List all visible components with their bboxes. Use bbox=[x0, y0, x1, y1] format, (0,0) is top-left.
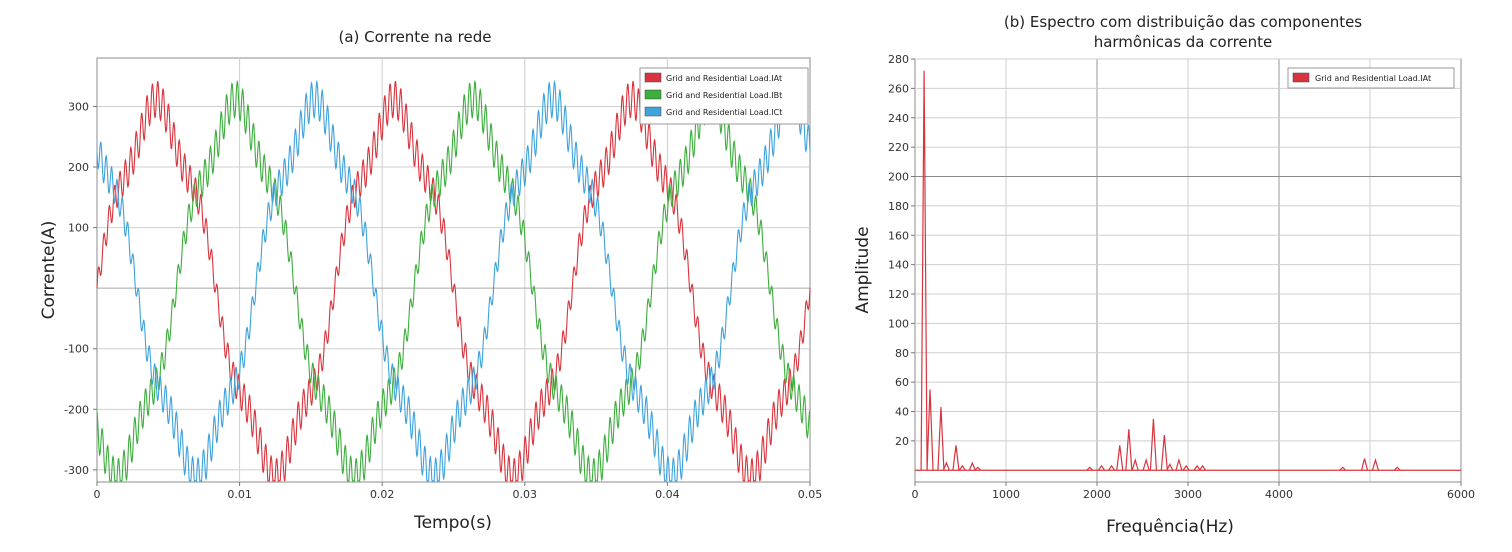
chart-a-x-label: Tempo(s) bbox=[413, 513, 492, 533]
legend-label-ic: Grid and Residential Load.ICt bbox=[666, 108, 782, 117]
legend-box bbox=[1287, 67, 1455, 89]
y-tick-label: 20 bbox=[895, 435, 909, 448]
spectrum-peak bbox=[968, 461, 976, 471]
spectrum-peak bbox=[1393, 466, 1401, 471]
y-tick-label: 260 bbox=[888, 82, 909, 95]
y-tick-label: 100 bbox=[888, 317, 909, 330]
spectrum-peak bbox=[1086, 466, 1094, 471]
chart-harmonic-spectrum: (b) Espectro com distribuição das compon… bbox=[853, 13, 1475, 537]
chart-a-legend: Grid and Residential Load.IAt Grid and R… bbox=[639, 67, 809, 125]
chart-current-time: (a) Corrente na rede 300 200 100 -100 -200 -3… bbox=[39, 28, 822, 533]
y-tick-label: 240 bbox=[888, 112, 909, 125]
chart-b-y-label: Amplitude bbox=[853, 226, 873, 313]
legend-swatch-ic bbox=[644, 106, 662, 117]
spectrum-peak bbox=[1182, 464, 1190, 471]
y-tick-label: 200 bbox=[68, 161, 89, 174]
y-tick-label: -200 bbox=[64, 403, 89, 416]
chart-a-title: (a) Corrente na rede bbox=[339, 28, 492, 46]
spectrum-peak bbox=[926, 389, 934, 471]
spectrum-peak bbox=[958, 464, 966, 471]
spectrum-peak bbox=[1160, 434, 1168, 471]
x-tick-label: 3000 bbox=[1174, 488, 1202, 501]
spectrum-peak bbox=[1108, 464, 1116, 471]
x-tick-label: 2000 bbox=[1083, 488, 1111, 501]
spectrum-peak bbox=[1371, 457, 1380, 471]
y-tick-label: -100 bbox=[64, 343, 89, 356]
x-tick-label: 0 bbox=[94, 488, 101, 501]
x-tick-label: 0.02 bbox=[370, 488, 395, 501]
legend-box bbox=[639, 67, 809, 125]
x-tick-label: 1000 bbox=[992, 488, 1020, 501]
y-tick-label: 200 bbox=[888, 171, 909, 184]
legend-label-ia: Grid and Residential Load.IAt bbox=[1315, 74, 1431, 83]
series-line-ic bbox=[96, 79, 811, 482]
spectrum-peak bbox=[952, 445, 960, 471]
x-tick-label: 0.05 bbox=[798, 488, 823, 501]
chart-a-grid bbox=[97, 58, 810, 482]
x-tick-label: 0.03 bbox=[513, 488, 538, 501]
y-tick-label: 180 bbox=[888, 200, 909, 213]
legend-swatch-ib bbox=[644, 89, 662, 100]
spectrum-peak bbox=[1360, 458, 1369, 471]
y-tick-label: 100 bbox=[68, 222, 89, 235]
chart-a-series-lines bbox=[96, 79, 811, 482]
chart-b-y-ticks: 280 260 240 220 200 180 160 140 120 100 80 60 40 20 bbox=[888, 53, 915, 448]
y-tick-label: 140 bbox=[888, 259, 909, 272]
y-tick-label: 160 bbox=[888, 229, 909, 242]
legend-swatch-ia bbox=[644, 72, 662, 83]
chart-a-x-ticks: 0 0.01 0.02 0.03 0.04 0.05 bbox=[94, 482, 823, 501]
y-tick-label: 300 bbox=[68, 100, 89, 113]
chart-a-y-label: Corrente(A) bbox=[39, 221, 59, 320]
spectrum-peak bbox=[1116, 445, 1124, 471]
chart-b-title-line2: harmônicas da corrente bbox=[1094, 33, 1273, 51]
spectrum-peak bbox=[974, 466, 982, 471]
spectrum-peak bbox=[1131, 457, 1139, 471]
chart-a-y-ticks: 300 200 100 -100 -200 -300 bbox=[64, 100, 97, 477]
chart-a-plot-area bbox=[96, 57, 811, 483]
y-tick-label: 120 bbox=[888, 288, 909, 301]
x-tick-label: 0 bbox=[912, 488, 919, 501]
chart-b-x-label: Frequência(Hz) bbox=[1106, 517, 1234, 537]
spectrum-peak bbox=[1193, 464, 1201, 471]
chart-b-x-ticks: 0 1000 2000 3000 4000 6000 bbox=[912, 482, 1475, 501]
spectrum-peak bbox=[1199, 464, 1207, 471]
spectrum-peak bbox=[1149, 418, 1158, 471]
spectrum-peak bbox=[920, 70, 928, 471]
y-tick-label: -300 bbox=[64, 464, 89, 477]
x-tick-label: 0.01 bbox=[227, 488, 252, 501]
y-tick-label: 80 bbox=[895, 347, 909, 360]
legend-swatch-ia bbox=[1292, 72, 1310, 83]
spectrum-peak bbox=[1098, 464, 1106, 471]
spectrum-peak bbox=[1166, 463, 1174, 471]
legend-label-ia: Grid and Residential Load.IAt bbox=[666, 74, 782, 83]
x-tick-label: 0.04 bbox=[655, 488, 680, 501]
spectrum-peak bbox=[937, 407, 945, 471]
chart-b-spectrum bbox=[915, 70, 1461, 471]
chart-b-title-line1: (b) Espectro com distribuição das compon… bbox=[1004, 13, 1362, 31]
x-tick-label: 4000 bbox=[1265, 488, 1293, 501]
series-line-ia bbox=[96, 80, 811, 482]
spectrum-peak bbox=[942, 461, 950, 471]
chart-b-legend: Grid and Residential Load.IAt bbox=[1287, 67, 1455, 89]
y-tick-label: 60 bbox=[895, 376, 909, 389]
spectrum-peak bbox=[1142, 457, 1150, 471]
y-tick-label: 40 bbox=[895, 406, 909, 419]
spectrum-peak bbox=[1339, 466, 1347, 471]
series-line-ib bbox=[96, 80, 811, 482]
y-tick-label: 280 bbox=[888, 53, 909, 66]
spectrum-peak bbox=[1175, 457, 1183, 471]
x-tick-label: 6000 bbox=[1447, 488, 1475, 501]
spectrum-peak bbox=[1125, 429, 1133, 471]
legend-label-ib: Grid and Residential Load.IBt bbox=[666, 91, 782, 100]
y-tick-label: 220 bbox=[888, 141, 909, 154]
